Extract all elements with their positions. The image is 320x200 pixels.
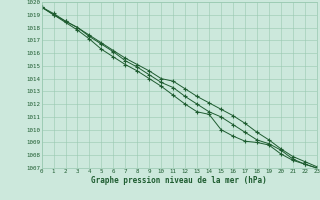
X-axis label: Graphe pression niveau de la mer (hPa): Graphe pression niveau de la mer (hPa) [91, 176, 267, 185]
